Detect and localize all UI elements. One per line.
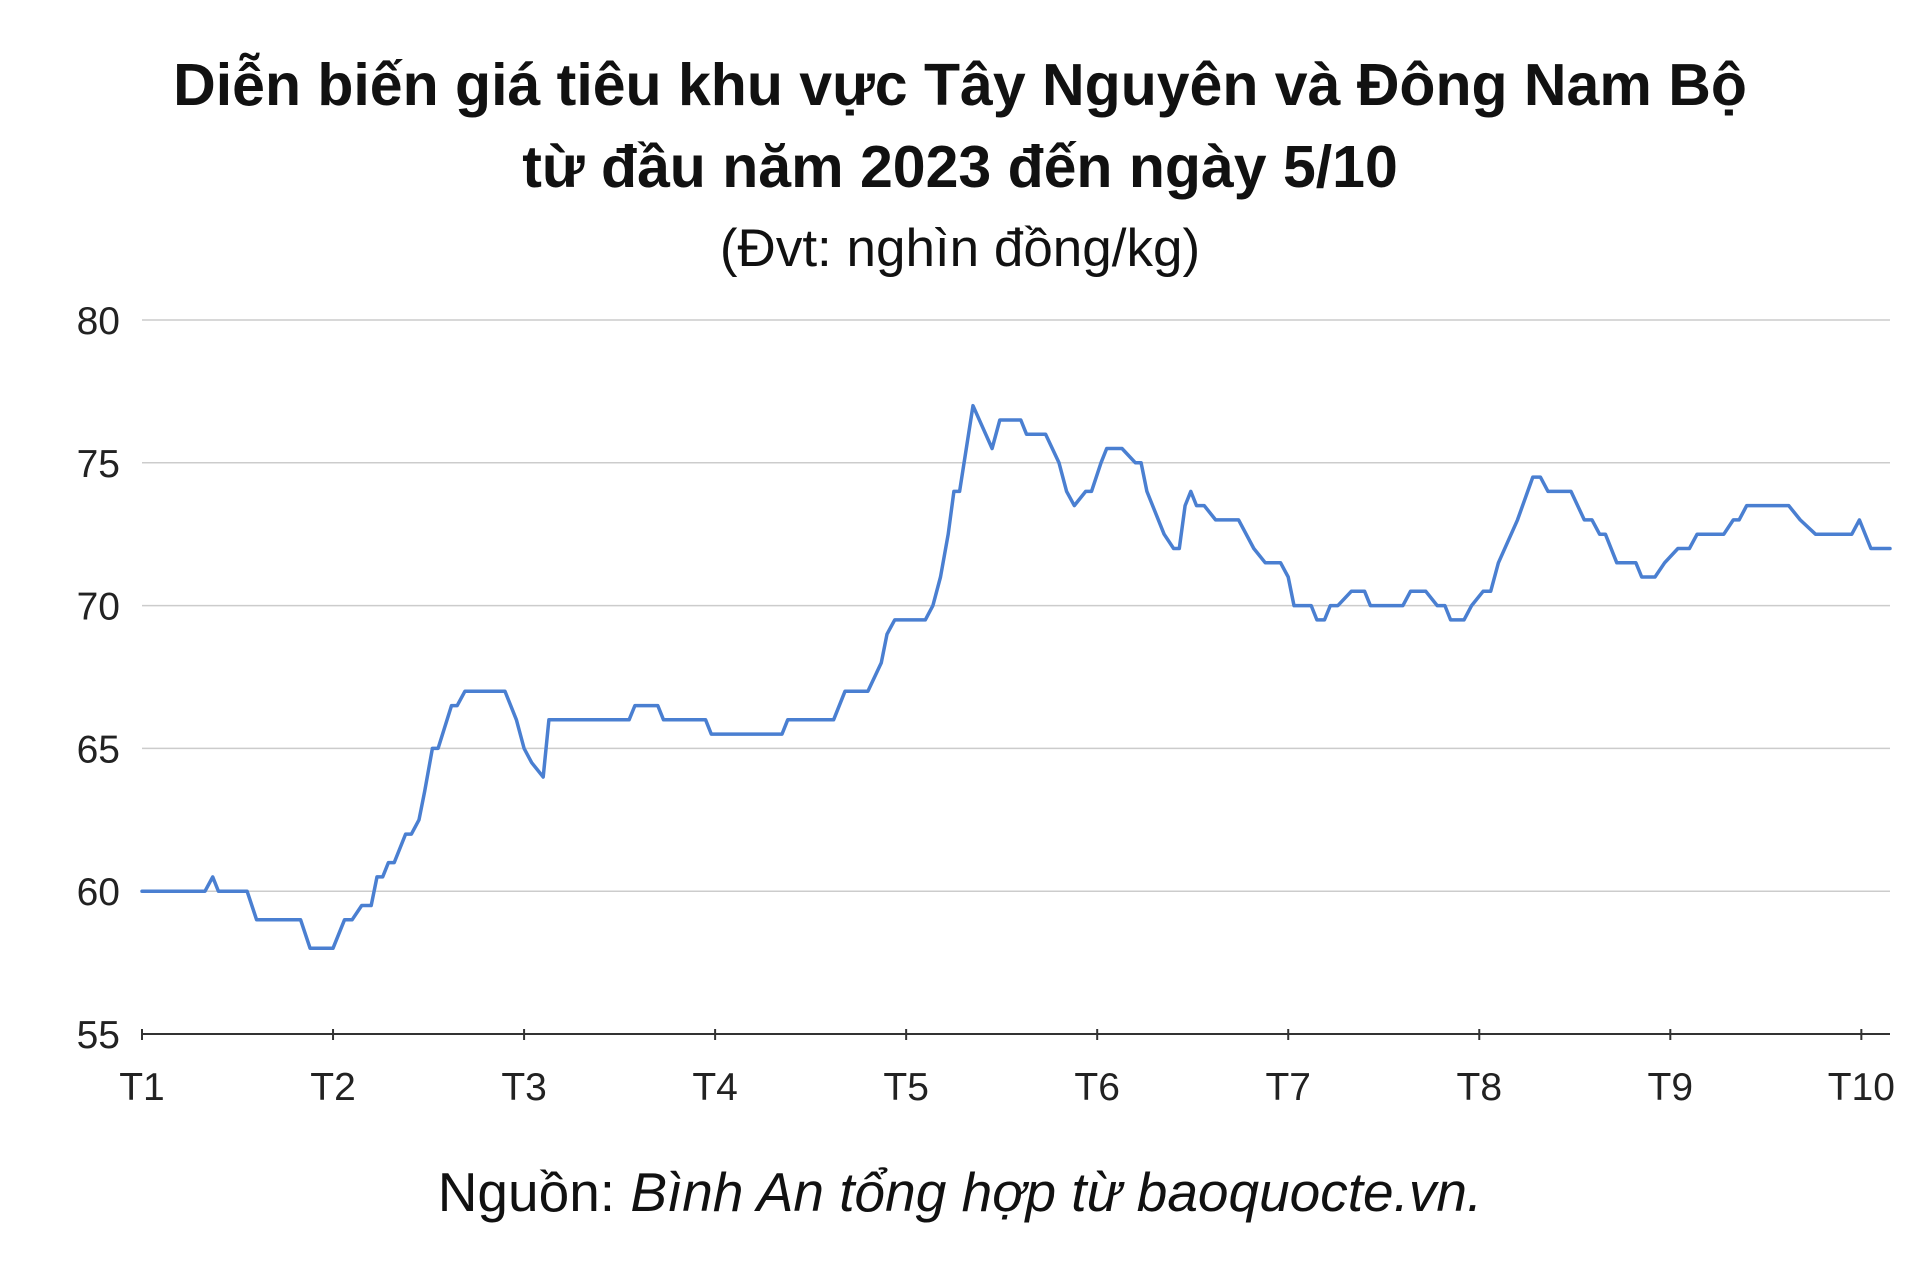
chart-title-line1: Diễn biến giá tiêu khu vực Tây Nguyên và… [173,52,1747,118]
y-tick-label-60: 60 [77,871,120,914]
gridlines [142,319,1890,892]
x-tick-label-T6: T6 [1074,1066,1120,1109]
x-tick-label-T7: T7 [1265,1066,1311,1109]
chart-title-line2: từ đầu năm 2023 đến ngày 5/10 [522,134,1398,200]
y-tick-label-75: 75 [77,443,120,486]
y-axis-tick-labels: 55 60 65 70 75 80 [77,300,120,1057]
line-chart: 55 60 65 70 75 80 T1 T2 T3 T4 T5 T6 T7 T8 T9 T10 [77,300,1895,1109]
y-tick-label-65: 65 [77,728,120,771]
x-tick-label-T9: T9 [1648,1066,1694,1109]
source-note: Nguồn: Bình An tổng hợp từ baoquocte.vn. [0,1165,1920,1220]
x-tick-label-T3: T3 [501,1066,547,1109]
chart-unit-subtitle: (Đvt: nghìn đồng/kg) [719,219,1201,278]
series-line-0 [140,403,1892,951]
x-tick-label-T8: T8 [1457,1066,1503,1109]
x-tick-label-T5: T5 [883,1066,929,1109]
x-tick-label-T10: T10 [1828,1066,1895,1109]
y-tick-label-70: 70 [77,586,120,629]
source-label: Nguồn: [437,1161,616,1223]
x-axis: T1 T2 T3 T4 T5 T6 T7 T8 T9 T10 [119,1029,1895,1109]
x-tick-label-T2: T2 [310,1066,356,1109]
y-tick-label-55: 55 [77,1014,120,1057]
series-group [140,403,1892,951]
x-tick-label-T1: T1 [119,1066,165,1109]
source-text: Bình An tổng hợp từ baoquocte.vn. [630,1161,1483,1223]
y-tick-label-80: 80 [77,300,120,343]
x-tick-label-T4: T4 [692,1066,738,1109]
